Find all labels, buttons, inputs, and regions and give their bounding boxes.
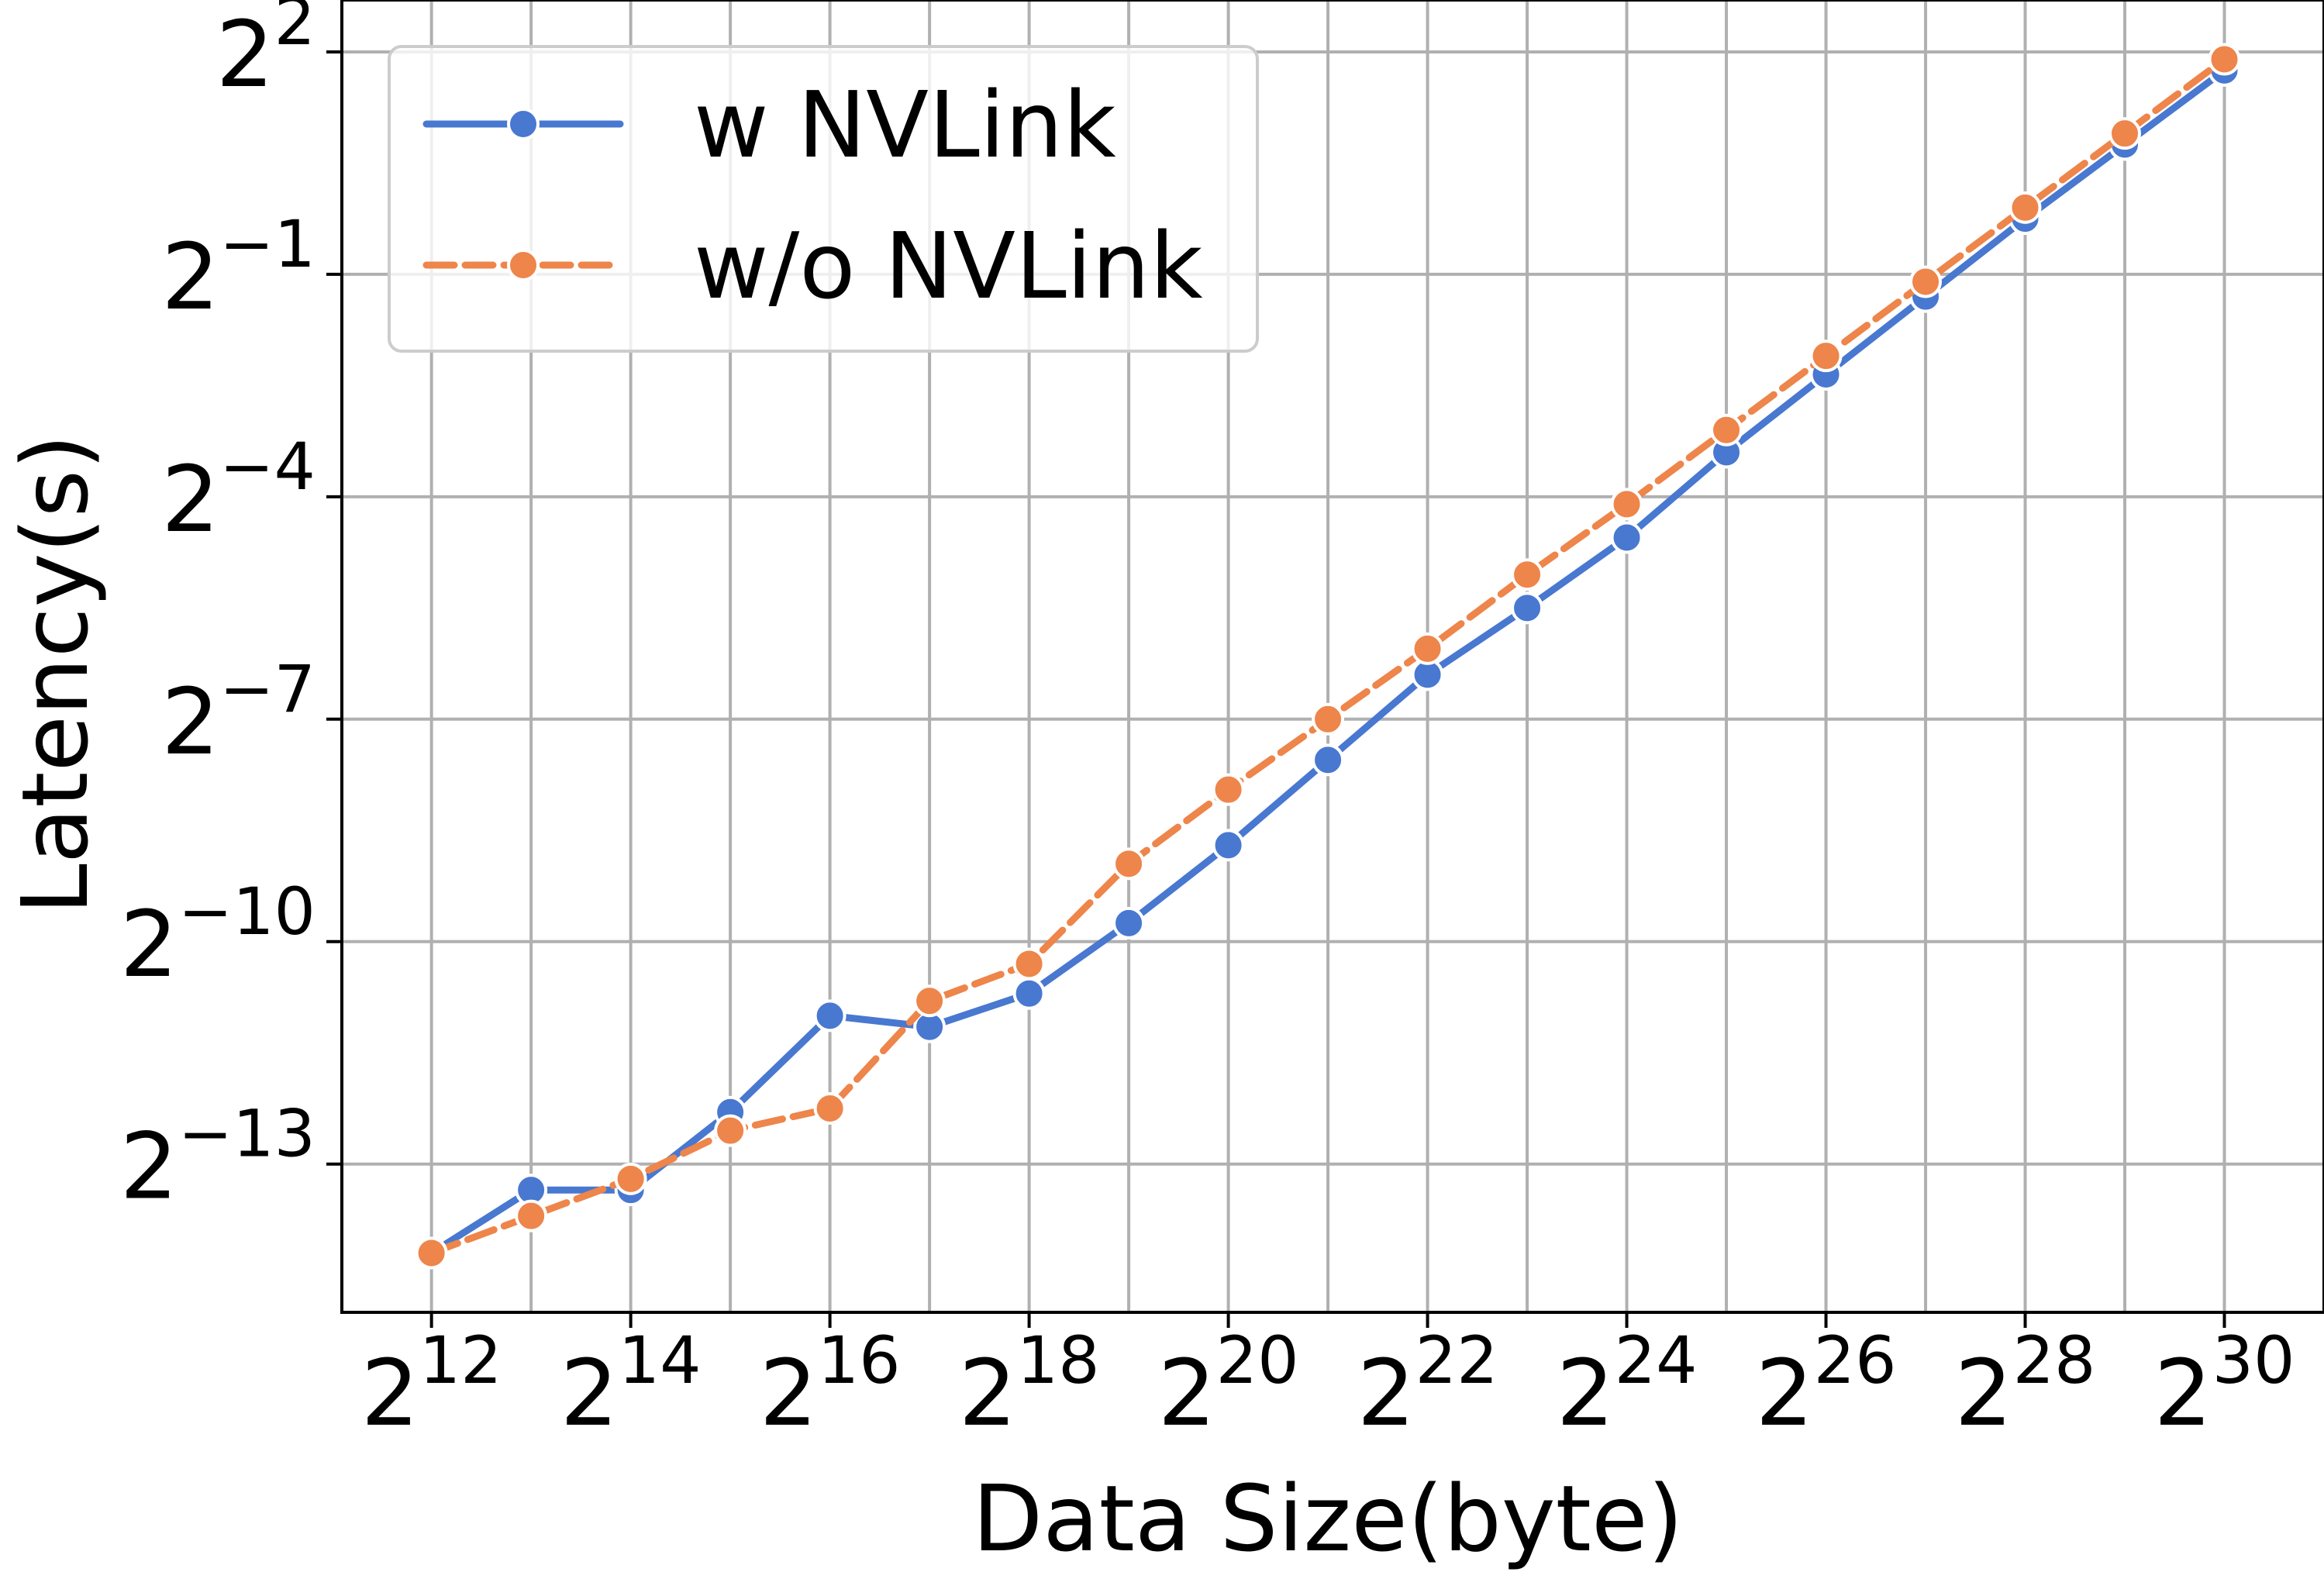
tick-labels: 212 214 216 218 220 222 224 226 228 230 2−13 2−10 2−… [120,0,2295,1446]
y-axis-title: Latency(s) [2,434,109,915]
data-point [1710,413,1743,446]
x-tick-label: 218 [959,1322,1100,1446]
data-point [515,1199,548,1232]
x-tick-label: 230 [2154,1322,2295,1446]
legend-label: w NVLink [694,71,1116,178]
data-point [1610,521,1643,554]
y-tick-label: 2−10 [120,874,315,998]
data-point [415,1236,448,1270]
axes [340,0,2324,1314]
x-axis-title: Data Size(byte) [972,1465,1683,1572]
y-tick-label: 22 [216,0,315,108]
data-point [1212,773,1245,806]
data-point [2208,43,2241,76]
data-point [1511,591,1544,625]
y-tick-label: 2−13 [120,1096,315,1220]
data-point [1012,947,1046,981]
data-point [813,999,847,1032]
y-tick-label: 2−4 [161,429,315,553]
x-tick-label: 224 [1557,1322,1698,1446]
data-point [1909,265,1943,298]
series-group [415,43,2241,1270]
x-tick-label: 220 [1158,1322,1299,1446]
data-point [1012,977,1046,1010]
data-point [813,1091,847,1125]
y-tick-label: 2−1 [161,206,315,330]
data-point [614,1162,647,1195]
legend-label: w/o NVLink [694,212,1203,319]
legend-handle [422,108,624,140]
x-tick-label: 226 [1756,1322,1897,1446]
x-tick-label: 214 [560,1322,702,1446]
data-point [1212,829,1245,862]
legend-handle [422,249,624,281]
series-wo-nvlink [415,43,2241,1270]
data-point [1809,340,1843,373]
x-tick-label: 222 [1357,1322,1498,1446]
data-point [1312,743,1345,777]
x-tick-label: 212 [361,1322,502,1446]
data-point [714,1114,747,1147]
data-point [1112,906,1146,939]
x-tick-label: 216 [760,1322,901,1446]
data-point [1610,488,1643,521]
x-tick-label: 228 [1955,1322,2096,1446]
y-tick-label: 2−7 [161,651,315,775]
data-point [1112,847,1146,881]
data-point [2009,191,2042,224]
legend[interactable]: w NVLink w/o NVLink [388,45,1259,353]
data-point [1411,632,1444,665]
data-point [2108,117,2142,150]
data-point [913,984,946,1018]
data-point [1511,558,1544,591]
plot-frame [340,0,2324,1314]
data-point [1312,702,1345,736]
